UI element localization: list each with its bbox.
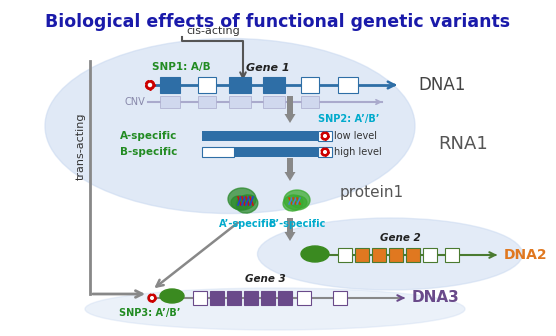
Bar [301, 77, 319, 93]
Bar [202, 147, 234, 157]
Text: high level: high level [334, 147, 382, 157]
Circle shape [322, 150, 327, 154]
Bar [244, 291, 258, 305]
Bar [338, 77, 358, 93]
Ellipse shape [45, 39, 415, 213]
Bar [301, 96, 319, 108]
Text: B-specific: B-specific [120, 147, 177, 157]
Circle shape [147, 82, 153, 88]
Bar [372, 248, 386, 262]
Polygon shape [285, 172, 295, 181]
Bar [227, 291, 241, 305]
Polygon shape [285, 114, 295, 123]
Text: CNV: CNV [124, 97, 145, 107]
Ellipse shape [236, 195, 258, 213]
Text: low level: low level [334, 131, 377, 141]
Bar [198, 96, 216, 108]
Text: Gene 3: Gene 3 [245, 274, 285, 284]
Circle shape [322, 134, 327, 138]
Bar [278, 291, 292, 305]
Text: cis-acting: cis-acting [186, 26, 240, 36]
Bar [445, 248, 459, 262]
Bar [338, 248, 352, 262]
Circle shape [150, 296, 154, 300]
Text: protein1: protein1 [340, 185, 404, 201]
Text: DNA2: DNA2 [504, 248, 548, 262]
Bar [389, 248, 403, 262]
Text: SNP2: A’/B’: SNP2: A’/B’ [318, 114, 380, 124]
Bar [234, 147, 318, 157]
Ellipse shape [160, 289, 184, 303]
Bar [263, 77, 285, 93]
Bar [333, 291, 347, 305]
Ellipse shape [284, 190, 310, 210]
Bar [355, 248, 369, 262]
Text: Biological effects of functional genetic variants: Biological effects of functional genetic… [46, 13, 510, 31]
Text: trans-acting: trans-acting [76, 112, 86, 180]
Ellipse shape [257, 218, 523, 290]
Text: A-specific: A-specific [120, 131, 177, 141]
Ellipse shape [291, 196, 307, 208]
Ellipse shape [283, 195, 303, 211]
Bar [229, 77, 251, 93]
Ellipse shape [301, 246, 329, 262]
Polygon shape [285, 232, 295, 241]
Ellipse shape [231, 196, 249, 210]
Bar [261, 291, 275, 305]
Text: DNA1: DNA1 [418, 76, 465, 94]
Circle shape [324, 135, 326, 137]
Text: DNA3: DNA3 [412, 291, 460, 305]
Bar [210, 291, 224, 305]
Circle shape [148, 83, 152, 87]
Circle shape [324, 151, 326, 153]
Ellipse shape [228, 188, 256, 210]
Bar [318, 131, 332, 141]
Bar [229, 96, 251, 108]
Bar [423, 248, 437, 262]
Circle shape [151, 297, 153, 299]
Bar [198, 77, 216, 93]
Text: SNP3: A’/B’: SNP3: A’/B’ [119, 308, 181, 318]
Bar [287, 96, 293, 114]
Bar [193, 291, 207, 305]
Bar [202, 131, 318, 141]
Bar [287, 158, 293, 172]
Bar [160, 77, 180, 93]
Bar [318, 147, 332, 157]
Bar [406, 248, 420, 262]
Bar [263, 96, 285, 108]
Text: RNA1: RNA1 [438, 135, 488, 153]
Bar [287, 218, 293, 232]
Ellipse shape [85, 288, 465, 330]
Text: B’-specific: B’-specific [269, 219, 326, 229]
Text: Gene 2: Gene 2 [380, 233, 420, 243]
Bar [297, 291, 311, 305]
Text: Gene 1: Gene 1 [246, 63, 290, 73]
Text: SNP1: A/B: SNP1: A/B [152, 62, 211, 72]
Bar [160, 96, 180, 108]
Text: A’-specific: A’-specific [219, 219, 275, 229]
